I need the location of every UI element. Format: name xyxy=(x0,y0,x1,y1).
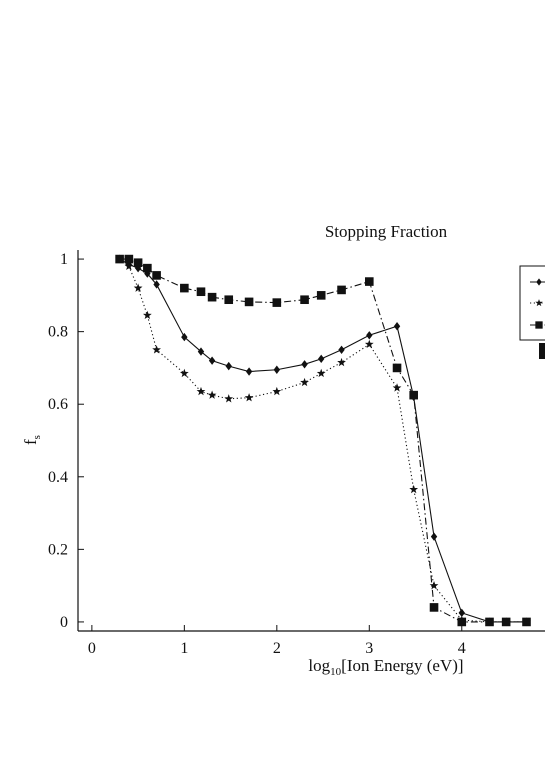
data-point-star xyxy=(364,339,374,349)
x-tick-label: 0 xyxy=(88,640,96,657)
data-point-diamond xyxy=(458,608,465,618)
data-point-diamond xyxy=(338,345,345,354)
data-point-star xyxy=(316,368,326,378)
data-point-star xyxy=(392,383,402,392)
legend-overflow-marker xyxy=(539,343,545,359)
data-point-square xyxy=(457,617,467,627)
data-point-square xyxy=(224,295,234,305)
data-point-square xyxy=(124,254,134,264)
data-point-star xyxy=(429,581,439,590)
data-point-star xyxy=(196,386,206,396)
y-axis-label-main: f xyxy=(21,439,40,445)
data-point-square xyxy=(244,297,254,307)
data-point-square xyxy=(115,254,124,264)
y-axis-label: fs xyxy=(21,435,43,445)
data-point-diamond xyxy=(430,532,438,541)
y-tick-label: 0.8 xyxy=(48,324,68,341)
x-tick-label: 3 xyxy=(365,640,373,657)
legend-box xyxy=(519,265,545,341)
data-point-star xyxy=(244,393,254,402)
data-point-star xyxy=(409,484,419,494)
data-point-star xyxy=(142,310,152,320)
data-point-star xyxy=(224,394,234,403)
series-layer xyxy=(115,254,531,627)
legend-entry-3 xyxy=(530,321,545,329)
x-axis-label: log10[Ion Energy (eV)] xyxy=(308,656,463,678)
y-tick-label: 0.6 xyxy=(48,396,68,413)
chart-title: Stopping Fraction xyxy=(325,222,448,241)
x-axis-label-sub: 10 xyxy=(330,666,342,678)
y-tick-label: 0.4 xyxy=(48,469,68,486)
data-point-diamond xyxy=(208,356,216,365)
data-point-square xyxy=(522,617,531,627)
data-point-square xyxy=(501,617,511,627)
data-point-diamond xyxy=(245,367,253,376)
data-point-diamond xyxy=(225,361,232,371)
x-tick-label: 2 xyxy=(273,640,281,657)
data-point-diamond xyxy=(366,331,373,340)
legend-entries xyxy=(530,278,545,329)
data-point-diamond xyxy=(536,278,542,286)
x-axis-label-prefix: log xyxy=(308,656,330,675)
data-point-square xyxy=(429,603,439,612)
data-point-square xyxy=(152,271,161,280)
legend xyxy=(519,265,545,359)
series-line xyxy=(119,258,527,623)
legend-entry-2 xyxy=(530,299,545,307)
data-point-square xyxy=(409,390,418,400)
x-tick-label: 4 xyxy=(458,640,466,657)
data-point-square xyxy=(364,277,374,286)
data-point-square xyxy=(143,263,152,273)
y-axis-label-sub: s xyxy=(31,435,43,439)
series-line xyxy=(119,258,527,623)
data-point-diamond xyxy=(273,365,281,374)
data-point-star xyxy=(272,386,282,396)
data-point-square xyxy=(485,617,494,627)
data-point-star xyxy=(179,368,189,378)
series-3 xyxy=(115,254,531,627)
data-point-star xyxy=(152,345,161,354)
data-point-star xyxy=(133,283,143,292)
data-point-diamond xyxy=(393,322,401,331)
data-point-square xyxy=(207,292,217,302)
data-point-square xyxy=(133,258,143,267)
data-point-square xyxy=(535,321,543,329)
data-point-diamond xyxy=(153,280,160,289)
data-point-diamond xyxy=(197,347,205,356)
data-point-diamond xyxy=(181,332,188,342)
data-point-square xyxy=(392,363,402,373)
x-tick-label: 1 xyxy=(180,640,188,657)
data-point-square xyxy=(180,283,189,293)
data-point-diamond xyxy=(301,360,308,369)
data-point-square xyxy=(196,287,206,297)
data-point-star xyxy=(337,357,346,367)
legend-entry-1 xyxy=(530,278,545,286)
y-tick-label: 1 xyxy=(60,251,68,268)
data-point-square xyxy=(300,295,309,305)
data-point-star xyxy=(300,377,309,387)
y-tick-label: 0 xyxy=(60,614,68,631)
data-point-square xyxy=(337,285,346,295)
y-tick-label: 0.2 xyxy=(48,541,68,558)
y-axis-ticks: 0 0.2 0.4 0.6 0.8 1 xyxy=(48,251,84,631)
data-point-square xyxy=(272,298,282,307)
data-point-star xyxy=(535,299,543,307)
data-point-star xyxy=(124,261,134,271)
data-point-star xyxy=(207,390,217,399)
data-point-square xyxy=(316,291,326,300)
data-point-diamond xyxy=(318,354,325,364)
x-axis-label-suffix: [Ion Energy (eV)] xyxy=(341,656,463,675)
